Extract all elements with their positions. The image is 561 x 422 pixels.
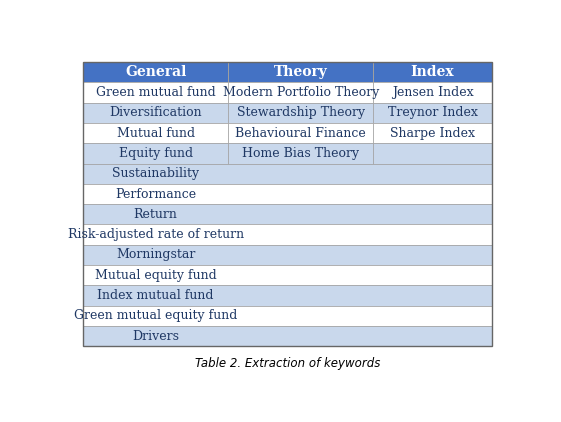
Text: Equity fund: Equity fund [118, 147, 193, 160]
Bar [83, 225, 492, 245]
Text: Drivers: Drivers [132, 330, 179, 343]
Text: Performance: Performance [115, 187, 196, 200]
Text: Stewardship Theory: Stewardship Theory [237, 106, 365, 119]
Text: Diversification: Diversification [109, 106, 202, 119]
Text: Sustainability: Sustainability [112, 167, 199, 180]
Bar [83, 164, 492, 184]
Bar [373, 82, 492, 103]
Bar [83, 326, 492, 346]
Text: General: General [125, 65, 186, 79]
Text: Home Bias Theory: Home Bias Theory [242, 147, 360, 160]
Text: Index mutual fund: Index mutual fund [98, 289, 214, 302]
Bar [83, 306, 492, 326]
Bar [228, 143, 373, 164]
Text: Green mutual equity fund: Green mutual equity fund [74, 309, 237, 322]
Text: Return: Return [134, 208, 178, 221]
Text: Risk-adjusted rate of return: Risk-adjusted rate of return [68, 228, 244, 241]
Text: Modern Portfolio Theory: Modern Portfolio Theory [223, 86, 379, 99]
Text: Mutual equity fund: Mutual equity fund [95, 269, 217, 282]
Bar [373, 103, 492, 123]
Text: Morningstar: Morningstar [116, 249, 195, 262]
Bar [83, 184, 492, 204]
Text: Jensen Index: Jensen Index [392, 86, 473, 99]
Text: Treynor Index: Treynor Index [388, 106, 477, 119]
Bar [373, 123, 492, 143]
Bar [83, 62, 228, 82]
Bar [373, 62, 492, 82]
Bar [83, 285, 492, 306]
Bar [83, 143, 228, 164]
Bar [228, 82, 373, 103]
Bar [228, 123, 373, 143]
Bar [83, 82, 228, 103]
Bar [83, 62, 492, 346]
Text: Sharpe Index: Sharpe Index [390, 127, 475, 140]
Text: Table 2. Extraction of keywords: Table 2. Extraction of keywords [195, 357, 380, 370]
Bar [373, 143, 492, 164]
Bar [228, 103, 373, 123]
Bar [83, 204, 492, 225]
Bar [83, 245, 492, 265]
Text: Index: Index [411, 65, 454, 79]
Text: Theory: Theory [274, 65, 328, 79]
Bar [83, 265, 492, 285]
Text: Green mutual fund: Green mutual fund [96, 86, 215, 99]
Text: Behavioural Finance: Behavioural Finance [236, 127, 366, 140]
Text: Mutual fund: Mutual fund [117, 127, 195, 140]
Bar [228, 62, 373, 82]
Bar [83, 103, 228, 123]
Bar [83, 123, 228, 143]
